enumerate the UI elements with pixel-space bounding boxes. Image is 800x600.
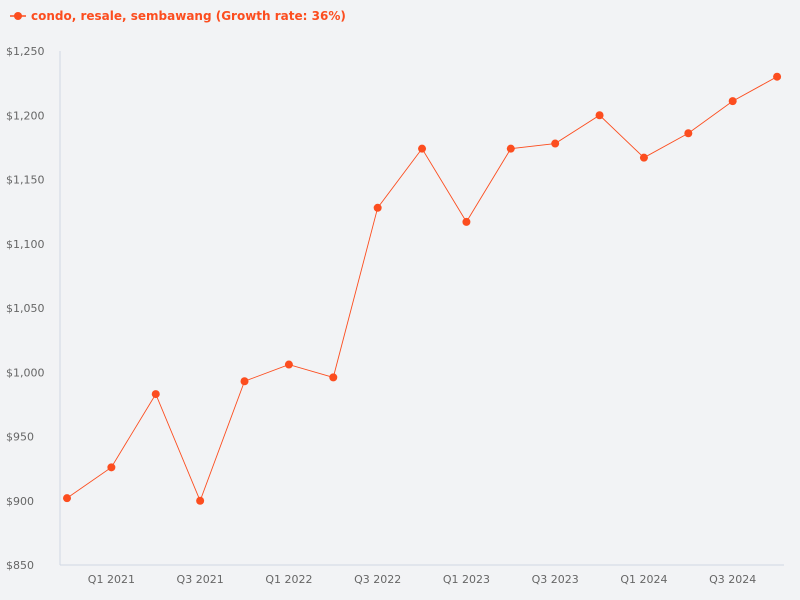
series-line: [66, 76, 778, 502]
legend-label: condo, resale, sembawang (Growth rate: 3…: [31, 9, 346, 23]
legend[interactable]: condo, resale, sembawang (Growth rate: 3…: [10, 9, 346, 23]
x-tick-label: Q1 2022: [265, 573, 312, 586]
data-point[interactable]: [107, 463, 116, 472]
x-tick-label: Q3 2024: [709, 573, 756, 586]
y-tick-label: $1,250: [6, 45, 45, 58]
x-tick-label: Q1 2024: [620, 573, 667, 586]
data-point[interactable]: [240, 377, 249, 386]
y-tick-label: $1,200: [6, 109, 45, 122]
x-tick-label: Q3 2022: [354, 573, 401, 586]
x-tick-label: Q1 2023: [443, 573, 490, 586]
x-tick-label: Q3 2023: [532, 573, 579, 586]
y-tick-label: $850: [6, 559, 34, 572]
y-tick-label: $1,050: [6, 302, 45, 315]
x-tick-label: Q3 2021: [177, 573, 224, 586]
y-tick-label: $1,100: [6, 238, 45, 251]
data-point[interactable]: [63, 494, 71, 503]
data-point[interactable]: [595, 111, 604, 120]
data-point[interactable]: [684, 129, 693, 138]
y-tick-label: $950: [6, 431, 34, 444]
data-point[interactable]: [151, 390, 160, 399]
data-point[interactable]: [639, 153, 648, 162]
data-point[interactable]: [284, 360, 293, 369]
data-point[interactable]: [462, 217, 471, 226]
data-point[interactable]: [728, 97, 737, 106]
data-point[interactable]: [373, 203, 382, 212]
y-tick-label: $1,000: [6, 366, 45, 379]
data-point[interactable]: [506, 144, 515, 153]
y-tick-label: $1,150: [6, 174, 45, 187]
y-tick-label: $900: [6, 495, 34, 508]
data-point[interactable]: [418, 144, 427, 153]
data-point[interactable]: [329, 373, 338, 382]
legend-marker-icon: [10, 12, 26, 20]
data-point[interactable]: [551, 139, 560, 148]
x-tick-label: Q1 2021: [88, 573, 135, 586]
data-point[interactable]: [196, 496, 205, 505]
data-point[interactable]: [773, 72, 782, 81]
